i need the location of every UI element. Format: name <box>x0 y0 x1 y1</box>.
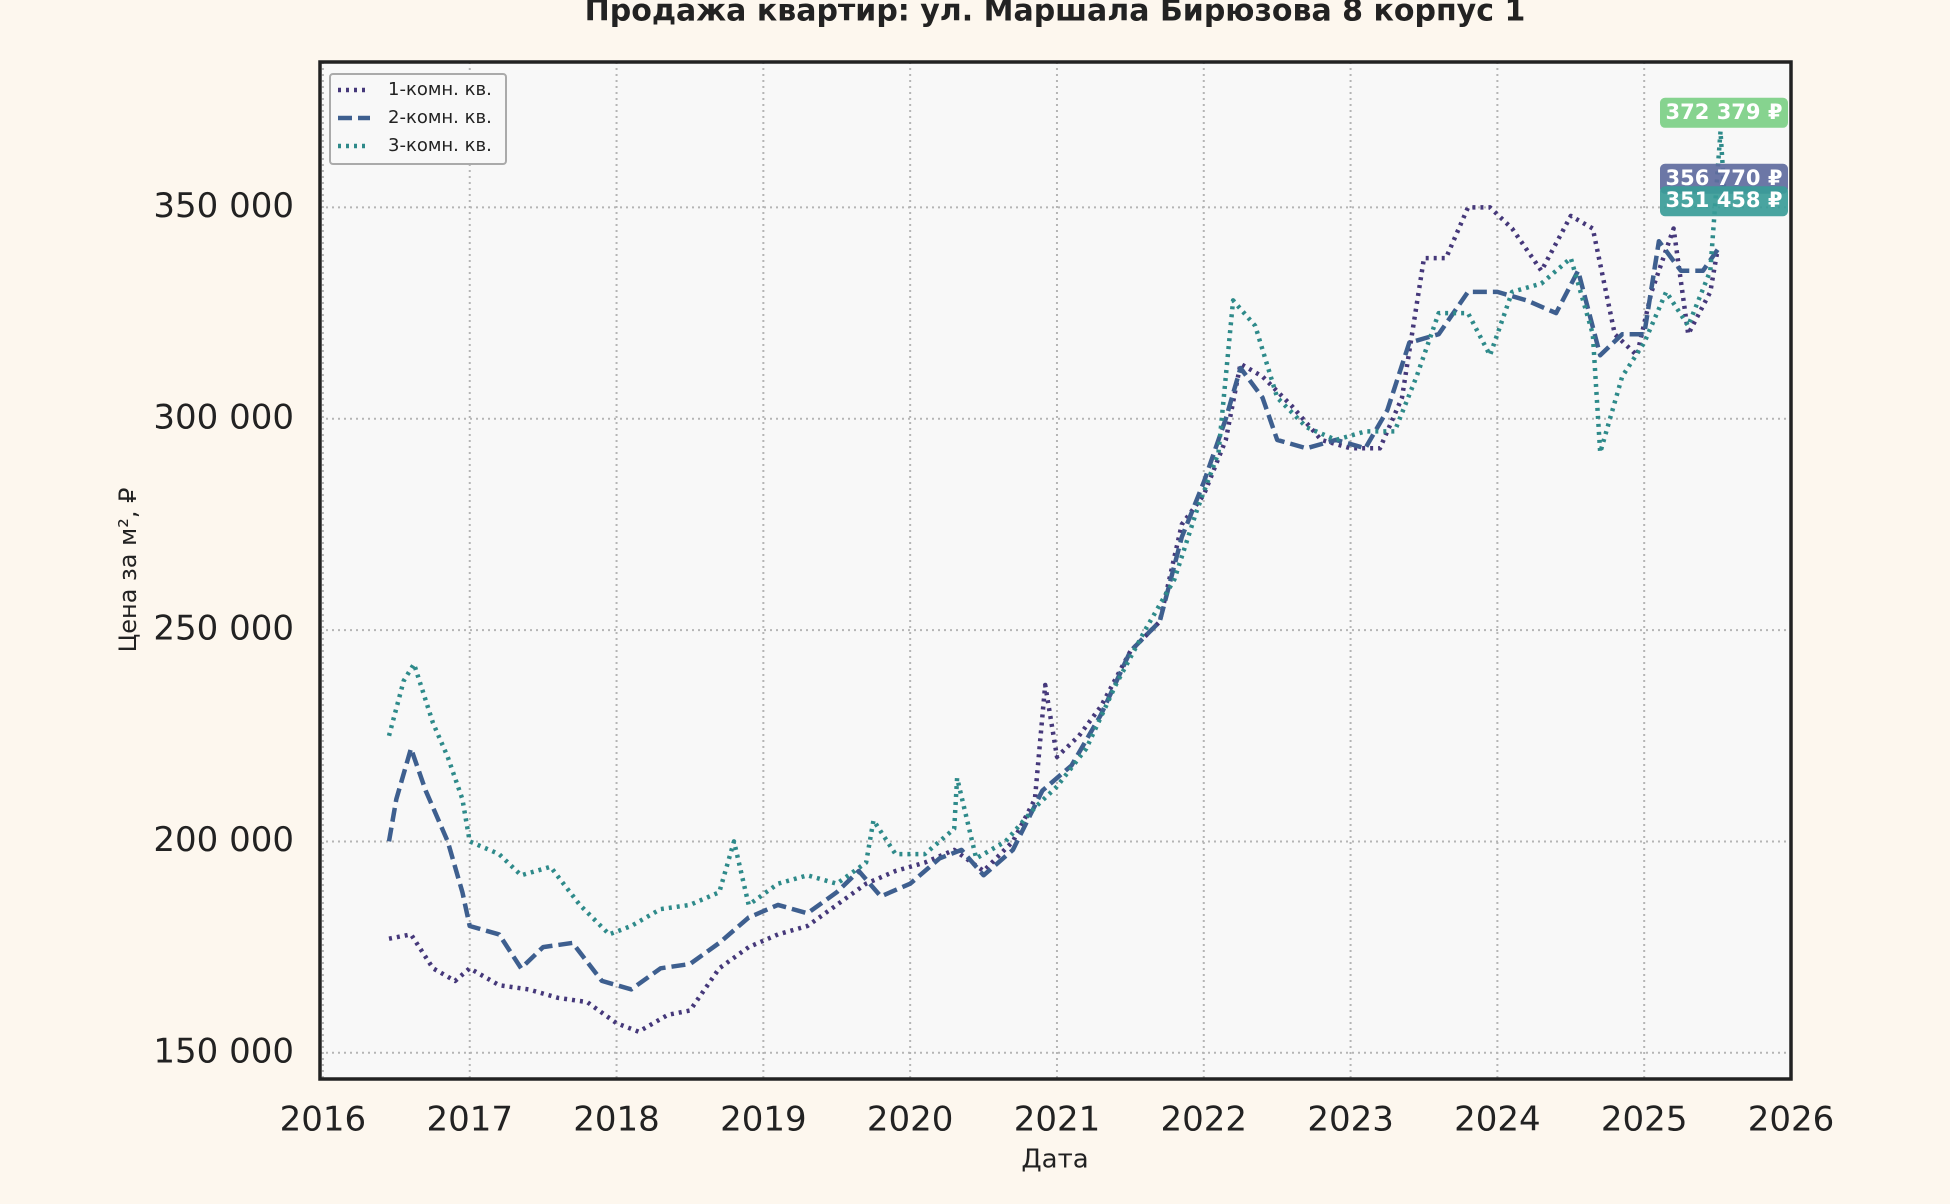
chart-title: Продажа квартир: ул. Маршала Бирюзова 8 … <box>585 0 1526 29</box>
annotation-label: 351 458 ₽ <box>1666 188 1783 212</box>
y-tick-label: 250 000 <box>153 609 294 649</box>
legend-label: 2-комн. кв. <box>388 107 492 128</box>
y-axis-label: Цена за м², ₽ <box>114 488 142 653</box>
y-tick-label: 150 000 <box>153 1031 294 1071</box>
annotation-label: 356 770 ₽ <box>1666 166 1783 190</box>
annotation-box <box>1660 186 1788 217</box>
x-tick-label: 2024 <box>1454 1100 1541 1140</box>
y-tick-label: 300 000 <box>153 397 294 437</box>
x-tick-label: 2016 <box>280 1100 367 1140</box>
x-tick-label: 2023 <box>1307 1100 1394 1140</box>
y-tick-label: 350 000 <box>153 186 294 226</box>
x-tick-label: 2022 <box>1161 1100 1248 1140</box>
x-tick-label: 2020 <box>867 1100 954 1140</box>
y-tick-label: 200 000 <box>153 820 294 860</box>
x-tick-label: 2018 <box>573 1100 660 1140</box>
series-line <box>388 205 1720 1034</box>
x-tick-label: 2021 <box>1014 1100 1101 1140</box>
legend-label: 3-комн. кв. <box>388 135 492 156</box>
x-axis-label: Дата <box>1021 1145 1088 1175</box>
x-tick-label: 2019 <box>720 1100 807 1140</box>
legend-box <box>329 73 507 165</box>
series-line <box>386 238 1720 992</box>
x-tick-label: 2026 <box>1748 1100 1835 1140</box>
x-tick-label: 2025 <box>1601 1100 1688 1140</box>
x-tick-label: 2017 <box>426 1100 513 1140</box>
annotation: 372 379 ₽ <box>1660 97 1788 128</box>
legend-label: 1-комн. кв. <box>388 79 492 100</box>
annotation: 351 458 ₽ <box>1660 186 1788 217</box>
annotation-box <box>1660 97 1788 128</box>
annotation-label: 372 379 ₽ <box>1666 100 1783 124</box>
plot-area <box>320 62 1791 1079</box>
plot-border <box>318 60 1793 1081</box>
